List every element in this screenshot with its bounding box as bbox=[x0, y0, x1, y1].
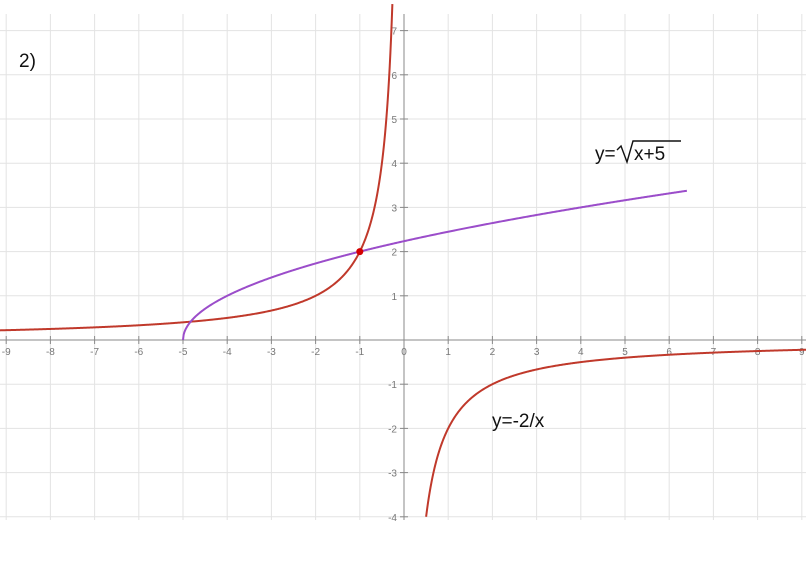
y-tick-label: -4 bbox=[388, 513, 397, 524]
y-tick-label: -2 bbox=[388, 424, 397, 435]
x-tick-label: -9 bbox=[2, 347, 11, 358]
x-tick-label: 6 bbox=[666, 347, 672, 358]
x-tick-label: -4 bbox=[223, 347, 232, 358]
tick-labels: -9 -8 -7 -6 -5 -4 -3 -2 -1 0 1 2 3 4 5 6 7 8 9 -4 -3 -2 -1 1 2 3 4… bbox=[2, 27, 805, 524]
hyperbola-curve-right-branch bbox=[425, 348, 806, 517]
hyperbola-label: y=-2/x bbox=[492, 411, 545, 432]
x-tick-label: 0 bbox=[401, 347, 407, 358]
y-tick-label: 7 bbox=[391, 27, 397, 38]
y-tick-label: 4 bbox=[391, 159, 397, 170]
x-tick-label: -8 bbox=[46, 347, 55, 358]
y-tick-label: 3 bbox=[391, 203, 397, 214]
curves bbox=[0, 4, 806, 517]
x-tick-label: -7 bbox=[90, 347, 99, 358]
y-tick-label: 5 bbox=[391, 115, 397, 126]
sqrt-label-radicand: x+5 bbox=[634, 144, 665, 165]
x-tick-label: 3 bbox=[534, 347, 540, 358]
axes bbox=[0, 14, 806, 520]
y-tick-label: 2 bbox=[391, 248, 397, 259]
y-tick-label: 1 bbox=[391, 292, 397, 303]
x-tick-label: 1 bbox=[445, 347, 451, 358]
hyperbola-curve-left-branch bbox=[0, 4, 394, 332]
panel-label: 2) bbox=[19, 51, 36, 72]
x-tick-label: -3 bbox=[267, 347, 276, 358]
sqrt-curve-label: y= x+5 bbox=[595, 140, 681, 165]
sqrt-label-prefix: y= bbox=[595, 144, 616, 165]
sqrt-curve bbox=[182, 189, 688, 341]
y-tick-label: 6 bbox=[391, 71, 397, 82]
x-tick-label: 4 bbox=[578, 347, 584, 358]
x-tick-label: 9 bbox=[799, 347, 805, 358]
grid bbox=[0, 14, 806, 520]
x-tick-label: 5 bbox=[622, 347, 628, 358]
intersection-point bbox=[356, 248, 364, 256]
x-tick-label: -1 bbox=[355, 347, 364, 358]
y-tick-label: -1 bbox=[388, 380, 397, 391]
x-tick-label: -5 bbox=[179, 347, 188, 358]
x-tick-label: 8 bbox=[755, 347, 761, 358]
x-tick-label: -6 bbox=[134, 347, 143, 358]
x-tick-label: -2 bbox=[311, 347, 320, 358]
x-tick-label: 2 bbox=[490, 347, 496, 358]
y-tick-label: -3 bbox=[388, 469, 397, 480]
radical-sign bbox=[616, 140, 681, 165]
